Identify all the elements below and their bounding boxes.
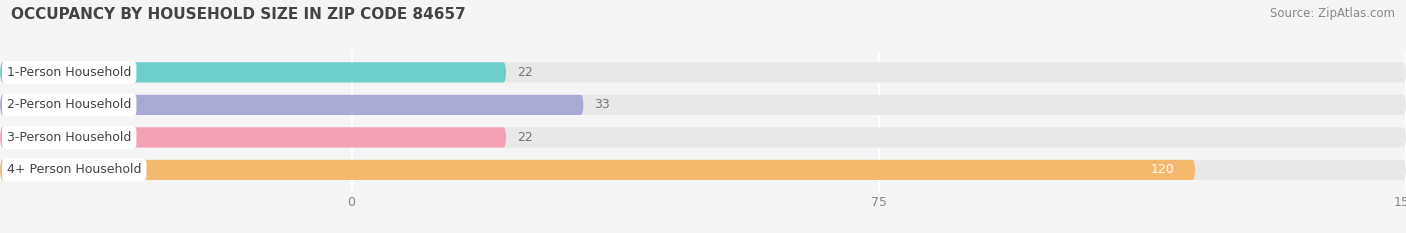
FancyBboxPatch shape <box>0 62 1406 82</box>
FancyBboxPatch shape <box>0 95 583 115</box>
Text: 4+ Person Household: 4+ Person Household <box>7 163 142 176</box>
FancyBboxPatch shape <box>0 62 506 82</box>
Text: OCCUPANCY BY HOUSEHOLD SIZE IN ZIP CODE 84657: OCCUPANCY BY HOUSEHOLD SIZE IN ZIP CODE … <box>11 7 465 22</box>
Text: 22: 22 <box>517 66 533 79</box>
Text: 120: 120 <box>1150 163 1174 176</box>
FancyBboxPatch shape <box>0 95 1406 115</box>
Text: 22: 22 <box>517 131 533 144</box>
Text: Source: ZipAtlas.com: Source: ZipAtlas.com <box>1270 7 1395 20</box>
FancyBboxPatch shape <box>0 127 1406 147</box>
Text: 2-Person Household: 2-Person Household <box>7 98 131 111</box>
Text: 3-Person Household: 3-Person Household <box>7 131 131 144</box>
FancyBboxPatch shape <box>0 127 506 147</box>
FancyBboxPatch shape <box>0 160 1195 180</box>
FancyBboxPatch shape <box>0 160 1406 180</box>
Text: 1-Person Household: 1-Person Household <box>7 66 131 79</box>
Text: 33: 33 <box>593 98 610 111</box>
